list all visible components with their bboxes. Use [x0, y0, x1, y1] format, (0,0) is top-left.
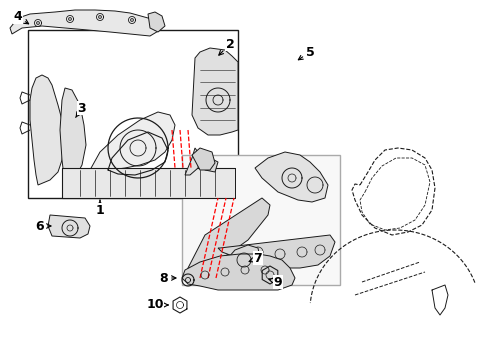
Polygon shape: [200, 158, 218, 172]
Polygon shape: [227, 245, 260, 272]
Polygon shape: [184, 148, 200, 175]
Text: 8: 8: [160, 271, 176, 284]
Polygon shape: [30, 75, 64, 185]
Polygon shape: [184, 198, 269, 280]
Text: 7: 7: [249, 252, 262, 265]
Polygon shape: [192, 148, 215, 170]
Polygon shape: [60, 88, 86, 185]
Polygon shape: [254, 152, 327, 202]
Polygon shape: [68, 18, 71, 21]
Text: 6: 6: [36, 220, 51, 233]
Polygon shape: [192, 48, 238, 135]
Text: 4: 4: [14, 10, 29, 24]
Polygon shape: [62, 168, 235, 198]
Text: 3: 3: [76, 102, 86, 117]
Text: 1: 1: [96, 200, 104, 216]
Polygon shape: [182, 254, 294, 290]
Polygon shape: [48, 215, 90, 238]
Polygon shape: [130, 18, 133, 22]
Text: 2: 2: [219, 37, 234, 55]
Polygon shape: [148, 12, 164, 32]
Polygon shape: [85, 112, 175, 185]
Text: 10: 10: [146, 298, 168, 311]
Polygon shape: [98, 15, 102, 18]
Text: 9: 9: [268, 275, 282, 288]
Polygon shape: [218, 235, 334, 268]
Bar: [28, 30, 238, 198]
Polygon shape: [37, 22, 40, 24]
Text: 5: 5: [298, 45, 314, 60]
Polygon shape: [10, 10, 160, 36]
Bar: [182, 155, 339, 285]
